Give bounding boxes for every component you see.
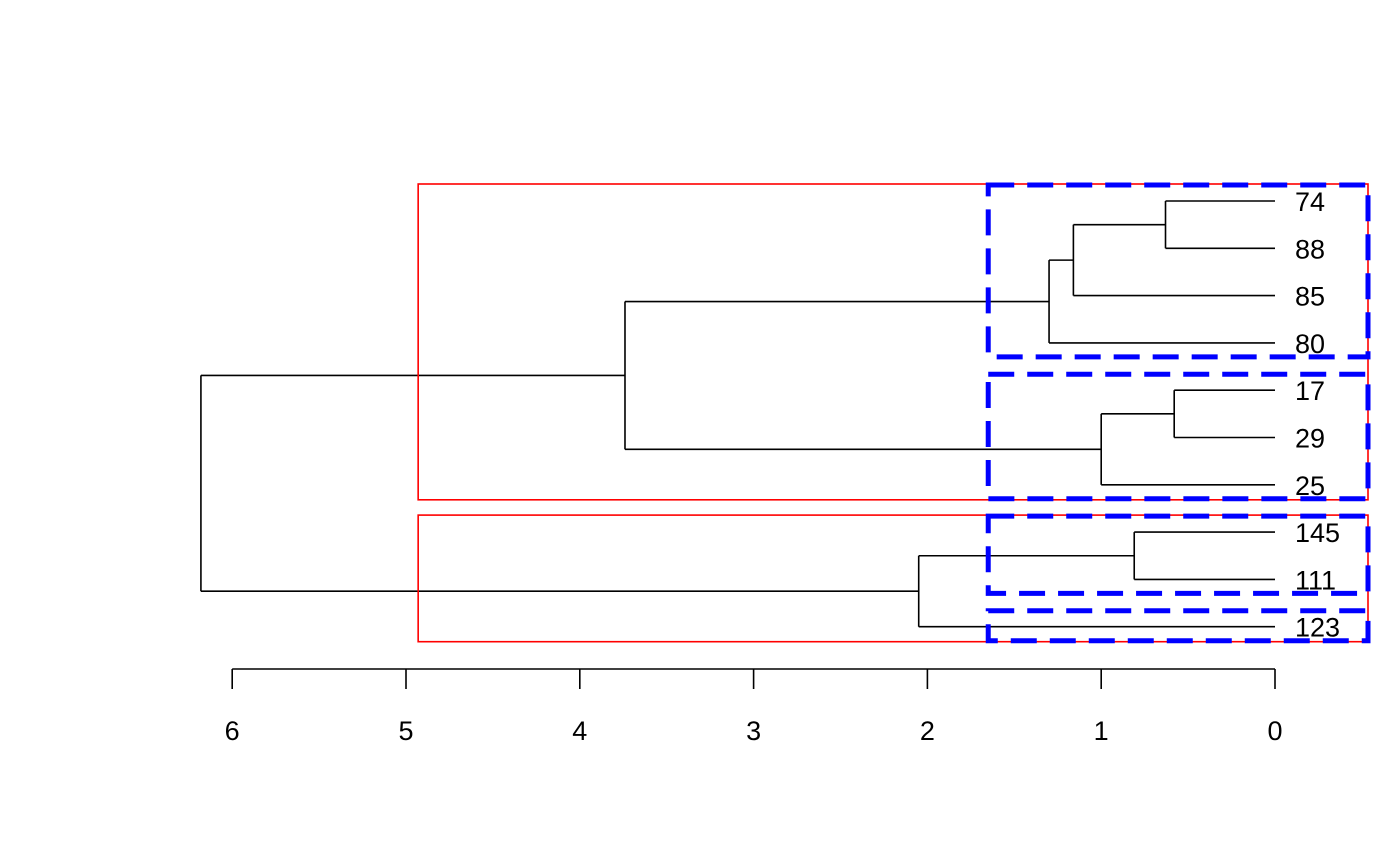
leaf-label-29: 29 [1295,424,1325,454]
leaf-label-17: 17 [1295,376,1325,406]
blue-cluster-box-1 [985,182,1371,360]
leaf-label-111: 111 [1295,565,1336,595]
x-axis-tick-label-3: 3 [746,716,761,746]
red-cluster-box-1 [417,183,1369,501]
blue-cluster-boxes [985,182,1371,644]
x-axis-tick-label-2: 2 [920,716,935,746]
leaf-label-145: 145 [1295,518,1340,548]
leaf-label-25: 25 [1295,471,1325,501]
blue-cluster-box-4 [985,608,1371,644]
red-cluster-boxes [417,183,1369,643]
x-axis: 6 5 4 3 2 1 0 [225,668,1283,746]
leaf-label-80: 80 [1295,329,1325,359]
leaf-labels: 74 88 85 80 17 29 25 145 111 123 [1295,187,1340,643]
blue-cluster-box-3 [985,513,1371,596]
x-axis-tick-label-1: 1 [1094,716,1109,746]
blue-cluster-box-2 [985,371,1371,502]
leaf-label-88: 88 [1295,234,1325,264]
leaf-label-74: 74 [1295,187,1325,217]
x-axis-tick-label-4: 4 [572,716,587,746]
x-axis-tick-label-0: 0 [1267,716,1282,746]
red-cluster-box-2 [417,514,1369,643]
leaf-label-123: 123 [1295,613,1340,643]
leaf-label-85: 85 [1295,282,1325,312]
x-axis-tick-label-6: 6 [225,716,240,746]
dendrogram-tree [200,200,1275,628]
x-axis-tick-label-5: 5 [398,716,413,746]
